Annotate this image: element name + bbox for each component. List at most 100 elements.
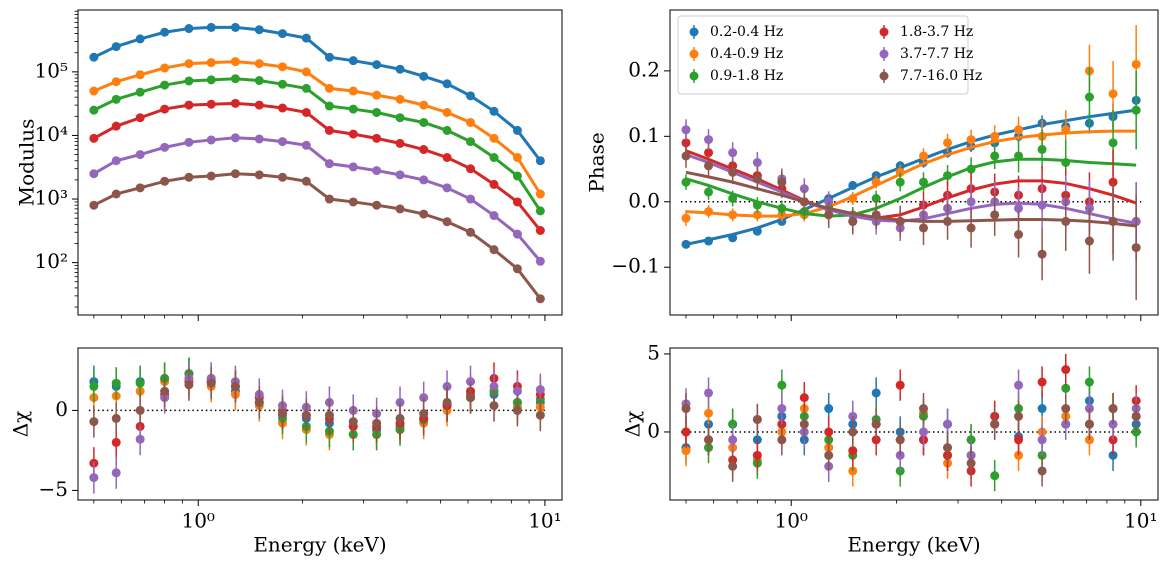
data-point xyxy=(512,264,522,274)
data-point xyxy=(324,410,334,420)
data-point xyxy=(135,113,145,123)
legend-marker xyxy=(689,27,699,37)
model-line xyxy=(93,172,542,300)
axes-frame xyxy=(77,347,563,501)
data-point xyxy=(1108,404,1118,414)
data-point xyxy=(277,62,287,72)
data-point xyxy=(206,378,216,388)
data-point xyxy=(395,138,405,148)
data-point xyxy=(990,419,1000,429)
data-point xyxy=(704,187,714,197)
axes-frame xyxy=(669,347,1159,501)
y-tick-label: 10⁵ xyxy=(35,58,68,82)
data-point xyxy=(184,24,194,34)
y-tick-label: 0.1 xyxy=(628,123,660,147)
data-point xyxy=(943,171,953,181)
data-point xyxy=(135,70,145,80)
data-point xyxy=(1108,89,1118,99)
data-point xyxy=(966,135,976,145)
x-tick-label: 10¹ xyxy=(528,509,561,533)
data-point xyxy=(704,236,714,246)
data-point xyxy=(135,87,145,97)
data-point xyxy=(419,209,429,219)
data-point xyxy=(135,405,145,415)
data-point xyxy=(89,417,99,427)
data-point xyxy=(348,162,358,172)
data-point xyxy=(89,105,99,115)
data-point xyxy=(728,148,738,158)
data-point xyxy=(919,177,929,187)
data-point xyxy=(752,200,762,210)
data-point xyxy=(777,203,787,213)
data-point xyxy=(135,434,145,444)
y-tick-label: −0.1 xyxy=(611,254,660,278)
data-point xyxy=(848,446,858,456)
y-tick-label: 5 xyxy=(647,340,660,364)
y-axis-label: Δχ xyxy=(9,411,33,438)
data-point xyxy=(681,427,691,437)
data-point xyxy=(752,414,762,424)
data-point xyxy=(1014,203,1024,213)
data-point xyxy=(206,171,216,181)
data-point xyxy=(324,125,334,135)
y-tick-label: 10³ xyxy=(35,186,68,210)
data-point xyxy=(919,151,929,161)
data-point xyxy=(230,22,240,32)
data-point xyxy=(990,471,1000,481)
data-point xyxy=(89,200,99,210)
data-point xyxy=(1061,404,1071,414)
data-point xyxy=(1084,419,1094,429)
legend-label: 0.4-0.9 Hz xyxy=(710,46,783,62)
data-point xyxy=(777,380,787,390)
data-point xyxy=(230,133,240,143)
data-point xyxy=(301,176,311,186)
data-point xyxy=(1014,229,1024,239)
data-point xyxy=(442,153,452,163)
data-point xyxy=(230,57,240,67)
data-point xyxy=(489,401,499,411)
data-point xyxy=(160,142,170,152)
data-point xyxy=(301,67,311,77)
data-point xyxy=(1037,249,1047,259)
legend-marker xyxy=(879,27,889,37)
data-point xyxy=(1061,365,1071,375)
data-point xyxy=(489,179,499,189)
data-point xyxy=(752,210,762,220)
data-point xyxy=(535,410,545,420)
data-point xyxy=(466,117,476,127)
data-point xyxy=(704,161,714,171)
data-point xyxy=(704,435,714,445)
data-point xyxy=(348,417,358,427)
data-point xyxy=(871,210,881,220)
x-axis-label: Energy (keV) xyxy=(253,533,386,557)
data-point xyxy=(442,125,452,135)
data-point xyxy=(777,435,787,445)
panel: 10² 10³ 10⁴ 10⁵ Modulus xyxy=(15,9,563,321)
data-point xyxy=(512,229,522,239)
data-point xyxy=(871,388,881,398)
data-point xyxy=(324,159,334,169)
data-point xyxy=(419,71,429,81)
data-point xyxy=(89,52,99,62)
data-point xyxy=(919,223,929,233)
data-point xyxy=(1037,377,1047,387)
data-point xyxy=(89,86,99,96)
data-point xyxy=(111,77,121,87)
data-point xyxy=(848,193,858,203)
data-point xyxy=(943,138,953,148)
data-point xyxy=(372,200,382,210)
data-point xyxy=(704,408,714,418)
data-point xyxy=(728,210,738,220)
data-point xyxy=(206,75,216,85)
data-point xyxy=(943,419,953,429)
data-point xyxy=(895,216,905,226)
legend-frame xyxy=(677,15,969,95)
data-point xyxy=(348,129,358,139)
data-point xyxy=(728,435,738,445)
data-point xyxy=(1061,216,1071,226)
data-point xyxy=(442,397,452,407)
data-layer xyxy=(89,22,545,304)
data-point xyxy=(752,158,762,167)
data-point xyxy=(160,80,170,90)
